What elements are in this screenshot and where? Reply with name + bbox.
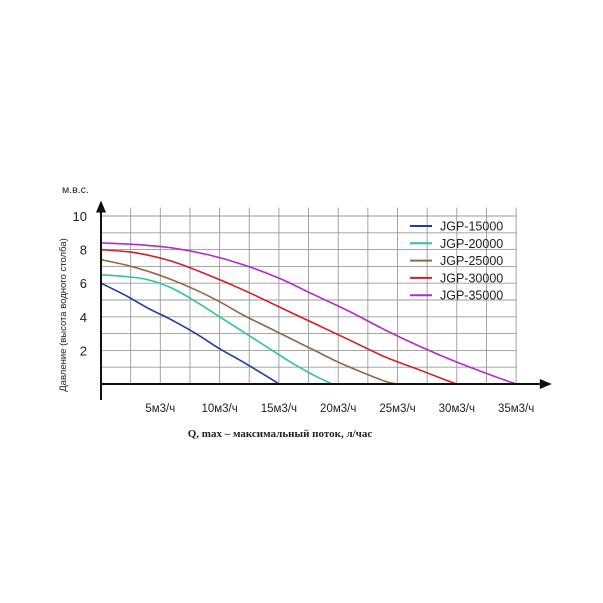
y-tick-label: 2 bbox=[80, 343, 87, 358]
legend-label-jgp-25000: JGP-25000 bbox=[440, 254, 503, 268]
series-line-jgp-30000 bbox=[100, 248, 458, 385]
y-tick-label: 4 bbox=[80, 310, 87, 325]
series-line-jgp-25000 bbox=[100, 258, 398, 385]
series-line-jgp-15000 bbox=[100, 282, 280, 385]
legend-label-jgp-15000: JGP-15000 bbox=[440, 220, 503, 234]
legend-label-jgp-35000: JGP-35000 bbox=[440, 289, 503, 303]
x-tick-label: 15м3/ч bbox=[261, 403, 297, 415]
y-axis-arrow bbox=[96, 200, 106, 213]
tick-labels: 2 4 6 8 10 5м3/ч 10м3/ч 15м3/ч 20м3/ч 25м3/ч 30м3/… bbox=[73, 209, 535, 415]
y-axis-label: Давление (высота водного столба) bbox=[58, 238, 69, 392]
series-line-jgp-35000 bbox=[100, 242, 517, 385]
axes bbox=[96, 200, 552, 400]
series-lines bbox=[100, 242, 517, 385]
y-tick-label: 10 bbox=[73, 209, 87, 224]
legend-label-jgp-20000: JGP-20000 bbox=[440, 237, 503, 251]
y-tick-label: 8 bbox=[80, 243, 87, 258]
legend-label-jgp-30000: JGP-30000 bbox=[440, 271, 503, 285]
x-tick-label: 20м3/ч bbox=[320, 403, 356, 415]
x-tick-label: 25м3/ч bbox=[379, 403, 415, 415]
x-axis-arrow bbox=[539, 379, 552, 389]
x-tick-label: 10м3/ч bbox=[201, 403, 237, 415]
y-unit-label: м.в.с. bbox=[62, 184, 89, 196]
x-axis-label: Q, max – максимальный поток, л/час bbox=[188, 428, 373, 440]
x-tick-label: 35м3/ч bbox=[498, 403, 534, 415]
legend: JGP-15000 JGP-20000 JGP-25000 JGP-30000 JGP-… bbox=[410, 220, 503, 303]
series-line-jgp-20000 bbox=[100, 274, 333, 385]
y-tick-label: 6 bbox=[80, 276, 87, 291]
x-tick-label: 5м3/ч bbox=[145, 403, 175, 415]
x-tick-label: 30м3/ч bbox=[439, 403, 475, 415]
